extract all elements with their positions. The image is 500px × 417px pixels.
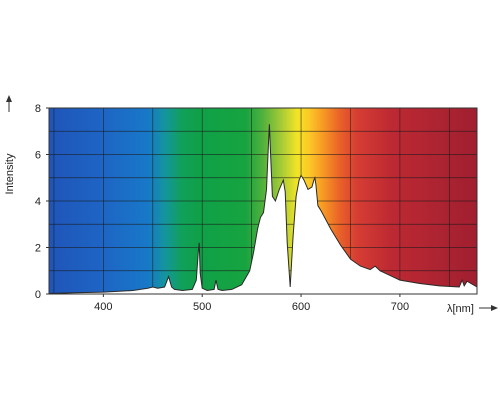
y-tick-label: 4: [35, 196, 41, 208]
x-tick-label: 600: [292, 301, 310, 313]
y-axis-arrow-icon: [6, 95, 12, 102]
x-tick-label: 400: [94, 301, 112, 313]
y-tick-label: 6: [35, 150, 41, 162]
x-tick-label: 500: [193, 301, 211, 313]
x-axis-label-group: λ[nm]: [447, 303, 498, 315]
y-axis-ticks: 0 2 4 6 8: [35, 103, 49, 301]
y-tick-label: 8: [35, 103, 41, 115]
y-axis-label: Intensity: [4, 153, 16, 194]
y-tick-label: 0: [35, 289, 41, 301]
y-axis-label-group: Intensity: [4, 95, 16, 194]
spectrum-area: [48, 124, 478, 295]
x-axis-label: λ[nm]: [447, 303, 474, 315]
x-tick-label: 700: [391, 301, 409, 313]
x-axis-arrow-icon: [491, 305, 498, 311]
x-axis-ticks: 400 500 600 700: [94, 294, 409, 313]
y-tick-label: 2: [35, 243, 41, 255]
